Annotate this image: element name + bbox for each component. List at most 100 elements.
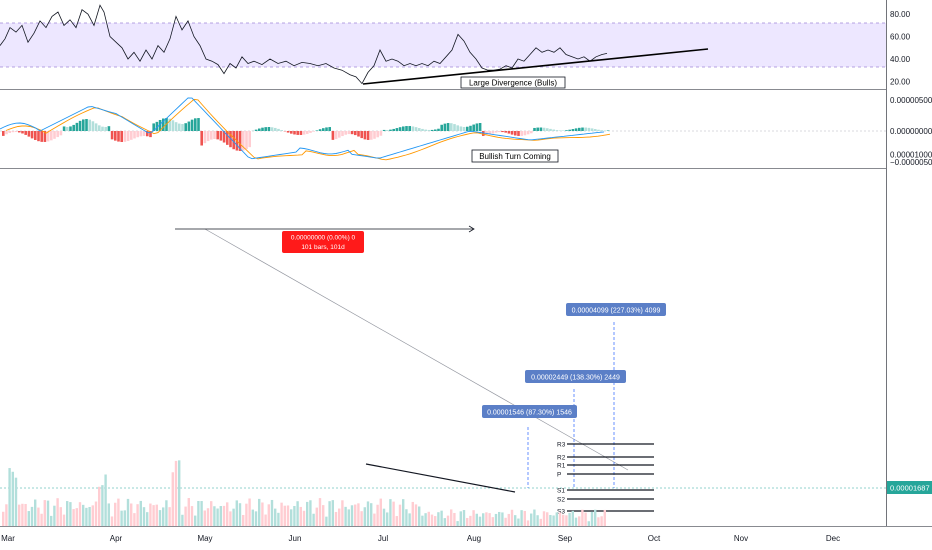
volume-bar	[261, 502, 264, 526]
macd-histogram-bar	[72, 124, 75, 131]
volume-bar	[210, 501, 213, 526]
target-1-box	[482, 405, 577, 418]
rsi-panel: Large Divergence (Bulls)	[0, 4, 886, 89]
macd-histogram-bar	[216, 131, 219, 140]
volume-bar	[456, 521, 459, 526]
volume-bar	[568, 512, 571, 526]
volume-bar	[478, 516, 482, 526]
volume-bar	[584, 512, 587, 526]
volume-bar	[315, 507, 318, 526]
volume-bar	[443, 518, 446, 526]
volume-bar	[200, 501, 203, 526]
rsi-line	[0, 4, 608, 85]
macd-histogram-bar	[565, 130, 568, 131]
macd-histogram-bar	[450, 123, 453, 131]
volume-bar	[222, 505, 226, 526]
macd-panel: Bullish Turn Coming	[0, 97, 886, 163]
macd-histogram-bar	[584, 127, 587, 131]
target-1-label: 0.00001546 (87.30%) 1546	[487, 410, 572, 417]
volume-bar	[21, 503, 24, 526]
volume-bar	[414, 504, 418, 526]
macd-histogram-bar	[562, 130, 565, 131]
x-axis-month: Jul	[378, 534, 388, 543]
volume-bar	[219, 506, 222, 526]
macd-histogram-bar	[414, 127, 418, 131]
volume-bar	[494, 513, 498, 526]
price-y-tick: 0.00001000	[890, 151, 932, 160]
macd-histogram-bar	[264, 127, 267, 131]
volume-bar	[2, 511, 5, 526]
macd-histogram-bar	[603, 130, 607, 131]
macd-histogram-bar	[558, 130, 562, 131]
volume-bar	[437, 512, 440, 526]
volume-bar	[82, 504, 85, 526]
macd-histogram-bar	[274, 127, 277, 131]
macd-histogram-bar	[322, 128, 325, 131]
volume-bar	[363, 507, 366, 526]
macd-histogram-bar	[248, 131, 251, 148]
volume-bar	[18, 504, 21, 526]
macd-histogram-bar	[411, 126, 415, 131]
volume-bar	[603, 509, 606, 526]
macd-histogram-bar	[328, 127, 331, 131]
volume-bar	[357, 503, 360, 526]
macd-histogram-bar	[126, 131, 130, 142]
volume-bar	[280, 502, 283, 526]
macd-histogram-bar	[219, 131, 223, 141]
volume-bar	[597, 517, 600, 526]
macd-y-tick: −0.00000500	[890, 158, 932, 167]
macd-histogram-bar	[542, 127, 546, 131]
volume-bar	[245, 503, 248, 526]
volume-bar	[558, 512, 562, 526]
volume-bar	[37, 507, 40, 526]
macd-histogram-bar	[446, 123, 450, 131]
volume-bar	[533, 509, 536, 526]
macd-histogram-bar	[312, 131, 315, 132]
macd-histogram-bar	[315, 130, 319, 131]
macd-histogram-bar	[606, 130, 610, 131]
macd-histogram-bar	[325, 127, 328, 131]
macd-histogram-bar	[600, 130, 603, 131]
volume-bar	[274, 508, 277, 526]
macd-histogram-bar	[187, 121, 191, 131]
macd-histogram-bar	[190, 119, 194, 131]
macd-histogram-bar	[142, 131, 146, 137]
volume-bar	[434, 516, 437, 526]
macd-histogram-bar	[517, 131, 520, 136]
macd-histogram-bar	[430, 129, 434, 131]
volume-bar	[184, 506, 187, 526]
macd-histogram-bar	[24, 131, 27, 135]
volume-bar	[290, 509, 293, 526]
macd-histogram-bar	[456, 125, 459, 131]
volume-bar	[376, 504, 379, 526]
volume-bar	[158, 510, 162, 526]
macd-histogram-bar	[443, 123, 447, 131]
volume-bar	[101, 485, 104, 526]
macd-histogram-bar	[14, 131, 18, 133]
volume-bar	[142, 507, 146, 526]
macd-histogram-bar	[568, 129, 571, 131]
range-box-line1: 0.00000000 (0.00%) 0	[291, 235, 356, 242]
volume-bar	[203, 510, 206, 526]
volume-bar	[91, 505, 94, 526]
volume-bar	[149, 503, 152, 526]
volume-bar	[462, 510, 466, 526]
volume-bar	[267, 504, 270, 526]
macd-histogram-bar	[245, 131, 248, 150]
volume-bar	[178, 460, 181, 526]
macd-histogram-bar	[203, 131, 207, 144]
macd-histogram-bar	[222, 131, 226, 143]
volume-bar	[344, 506, 347, 526]
macd-histogram-bar	[110, 131, 114, 140]
macd-histogram-bar	[366, 131, 370, 140]
volume-bar	[78, 502, 82, 526]
volume-bar	[299, 506, 302, 526]
volume-bar	[123, 510, 126, 526]
volume-bar	[373, 513, 376, 526]
macd-histogram-bar	[98, 125, 101, 131]
macd-histogram-bar	[82, 119, 85, 131]
volume-bar	[408, 513, 411, 526]
macd-histogram-bar	[482, 131, 485, 136]
x-axis-month: Sep	[558, 534, 573, 543]
